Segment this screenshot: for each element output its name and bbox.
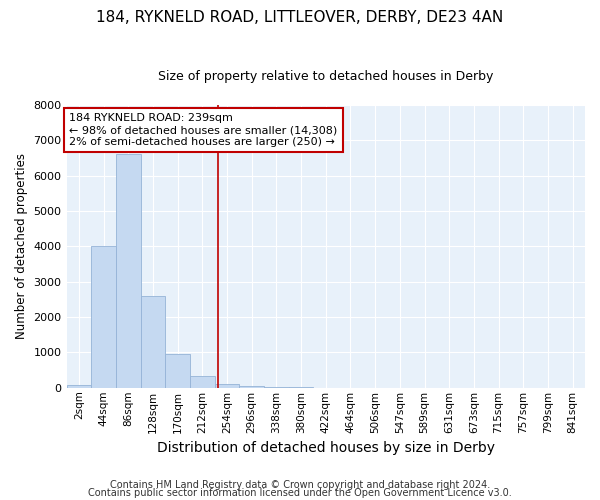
Bar — [140, 296, 165, 388]
Bar — [165, 354, 190, 388]
X-axis label: Distribution of detached houses by size in Derby: Distribution of detached houses by size … — [157, 441, 495, 455]
Text: 184 RYKNELD ROAD: 239sqm
← 98% of detached houses are smaller (14,308)
2% of sem: 184 RYKNELD ROAD: 239sqm ← 98% of detach… — [69, 114, 337, 146]
Y-axis label: Number of detached properties: Number of detached properties — [15, 154, 28, 340]
Bar — [239, 386, 264, 388]
Bar — [67, 386, 91, 388]
Title: Size of property relative to detached houses in Derby: Size of property relative to detached ho… — [158, 70, 493, 83]
Text: Contains public sector information licensed under the Open Government Licence v3: Contains public sector information licen… — [88, 488, 512, 498]
Bar — [116, 154, 140, 388]
Bar — [215, 384, 239, 388]
Text: Contains HM Land Registry data © Crown copyright and database right 2024.: Contains HM Land Registry data © Crown c… — [110, 480, 490, 490]
Text: 184, RYKNELD ROAD, LITTLEOVER, DERBY, DE23 4AN: 184, RYKNELD ROAD, LITTLEOVER, DERBY, DE… — [97, 10, 503, 25]
Bar — [190, 376, 215, 388]
Bar — [91, 246, 116, 388]
Bar — [264, 386, 289, 388]
